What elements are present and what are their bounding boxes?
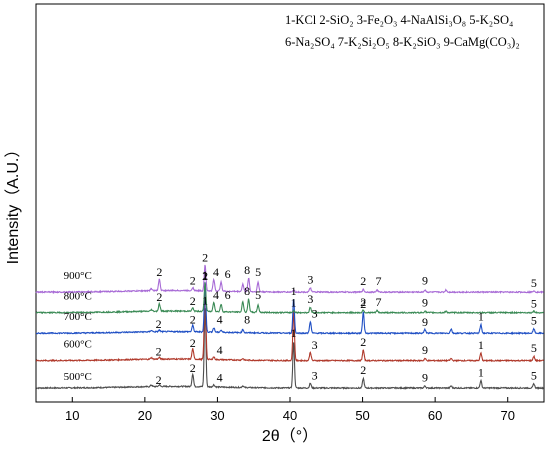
peak-label: 5: [531, 314, 537, 328]
peak-label: 2: [156, 317, 162, 331]
temperature-label: 600°C: [64, 339, 92, 351]
x-axis-label: 2θ（°）: [262, 427, 318, 445]
peak-label: 9: [422, 295, 428, 309]
peak-label: 8: [244, 313, 250, 327]
series-layer: [35, 264, 545, 390]
peak-label: 2: [190, 274, 196, 288]
peak-label: 2: [190, 313, 196, 327]
peak-label: 1: [202, 268, 208, 282]
peak-label: 1: [202, 269, 208, 283]
peak-label: 9: [422, 315, 428, 329]
x-tick-label: 70: [500, 408, 514, 423]
x-tick-label: 10: [65, 408, 79, 423]
peak-label: 2: [156, 265, 162, 279]
peak-label: 5: [531, 276, 537, 290]
peak-label: 5: [531, 369, 537, 383]
peak-label: 2: [156, 290, 162, 304]
peak-label: 6: [225, 267, 231, 281]
peak-label: 3: [312, 338, 318, 352]
peak-label: 9: [422, 343, 428, 357]
series-line-700c: [35, 282, 544, 336]
peak-label: 3: [307, 273, 313, 287]
peak-label: 8: [244, 263, 250, 277]
peak-label: 5: [255, 265, 261, 279]
peak-label: 5: [255, 288, 261, 302]
peak-label: 9: [422, 371, 428, 385]
phase-legend: 1-KCl 2-SiO₂ 3-Fe₂O₃ 4-NaAlSi₃O₈ 5-K₂SO₄…: [285, 13, 520, 49]
peak-label: 3: [312, 369, 318, 383]
peak-label: 7: [376, 295, 382, 309]
temperature-label: 900°C: [64, 270, 92, 282]
peak-label: 1: [202, 293, 208, 307]
peak-label: 2: [202, 269, 208, 283]
peak-label: 4: [213, 288, 219, 302]
peak-label: 7: [376, 274, 382, 288]
peak-label: 1: [291, 284, 297, 298]
peak-label: 1: [478, 338, 484, 352]
x-tick-label: 20: [138, 408, 152, 423]
peak-label: 3: [312, 306, 318, 320]
peak-label: 1: [291, 296, 297, 310]
peak-label: 2: [190, 336, 196, 350]
x-tick-label: 60: [428, 408, 442, 423]
peak-label: 1: [291, 326, 297, 340]
x-tick-label: 40: [283, 408, 297, 423]
peak-label: 2: [360, 363, 366, 377]
temperature-label: 500°C: [64, 371, 92, 383]
peak-label: 2: [156, 373, 162, 387]
series-line-500c: [35, 308, 545, 390]
peak-label: 2: [156, 344, 162, 358]
temperature-label: 700°C: [64, 311, 92, 323]
x-tick-label: 30: [210, 408, 224, 423]
peak-label: 4: [217, 313, 223, 327]
peak-label: 1: [478, 309, 484, 323]
peak-label: 1: [478, 365, 484, 379]
peak-label: 2: [360, 295, 366, 309]
x-tick-label: 50: [355, 408, 369, 423]
peak-label: 8: [244, 284, 250, 298]
legend-line-2: 6-Na₂SO₄ 7-K₂Si₂O₅ 8-K₂SiO₃ 9-CaMg(CO₃)₂: [285, 35, 520, 49]
peak-label: 4: [217, 343, 223, 357]
temperature-labels-layer: 500°C 600°C 700°C 800°C 900°C: [64, 270, 92, 383]
peak-label: 5: [531, 296, 537, 310]
peak-label: 4: [217, 371, 223, 385]
peak-label: 2: [190, 294, 196, 308]
series-line-900c: [35, 264, 544, 295]
peak-label: 4: [213, 265, 219, 279]
x-ticks-layer: 10 20 30 40 50 60 70: [65, 397, 515, 423]
legend-line-1: 1-KCl 2-SiO₂ 3-Fe₂O₃ 4-NaAlSi₃O₈ 5-K₂SO₄: [285, 13, 513, 27]
peak-label: 2: [202, 250, 208, 264]
series-line-800c: [35, 282, 545, 315]
plot-frame: [35, 3, 545, 403]
peak-label: 5: [531, 341, 537, 355]
peak-label: 2: [190, 361, 196, 375]
peak-label: 2: [360, 335, 366, 349]
peak-label: 6: [225, 288, 231, 302]
peak-label: 3: [307, 292, 313, 306]
peak-label: 2: [360, 274, 366, 288]
y-axis-label: Intensity（A.U.）: [4, 142, 22, 265]
temperature-label: 800°C: [64, 291, 92, 303]
peak-label: 2: [360, 297, 366, 311]
peak-label: 9: [422, 274, 428, 288]
series-line-600c: [35, 283, 545, 363]
